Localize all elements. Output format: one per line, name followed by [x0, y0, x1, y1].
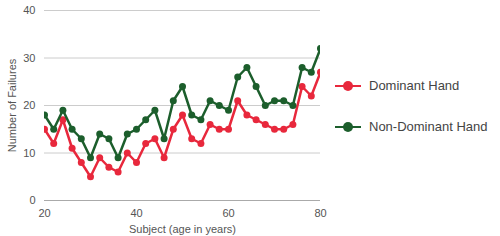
svg-text:60: 60	[222, 207, 234, 219]
svg-text:30: 30	[23, 52, 35, 64]
svg-text:10: 10	[23, 147, 35, 159]
html-text:Dominant Hand: Dominant Hand	[369, 78, 460, 93]
html-text:Non-Dominant Hand: Non-Dominant Hand	[369, 119, 488, 134]
svg-text:40: 40	[23, 4, 35, 16]
svg-text:Subject (age in years): Subject (age in years)	[129, 223, 236, 235]
svg-text:40: 40	[130, 207, 142, 219]
svg-text:20: 20	[38, 207, 50, 219]
svg-text:0: 0	[29, 194, 35, 206]
svg-text:Number of Failures: Number of Failures	[6, 58, 18, 152]
svg-text:20: 20	[23, 99, 35, 111]
svg-text:80: 80	[314, 207, 326, 219]
